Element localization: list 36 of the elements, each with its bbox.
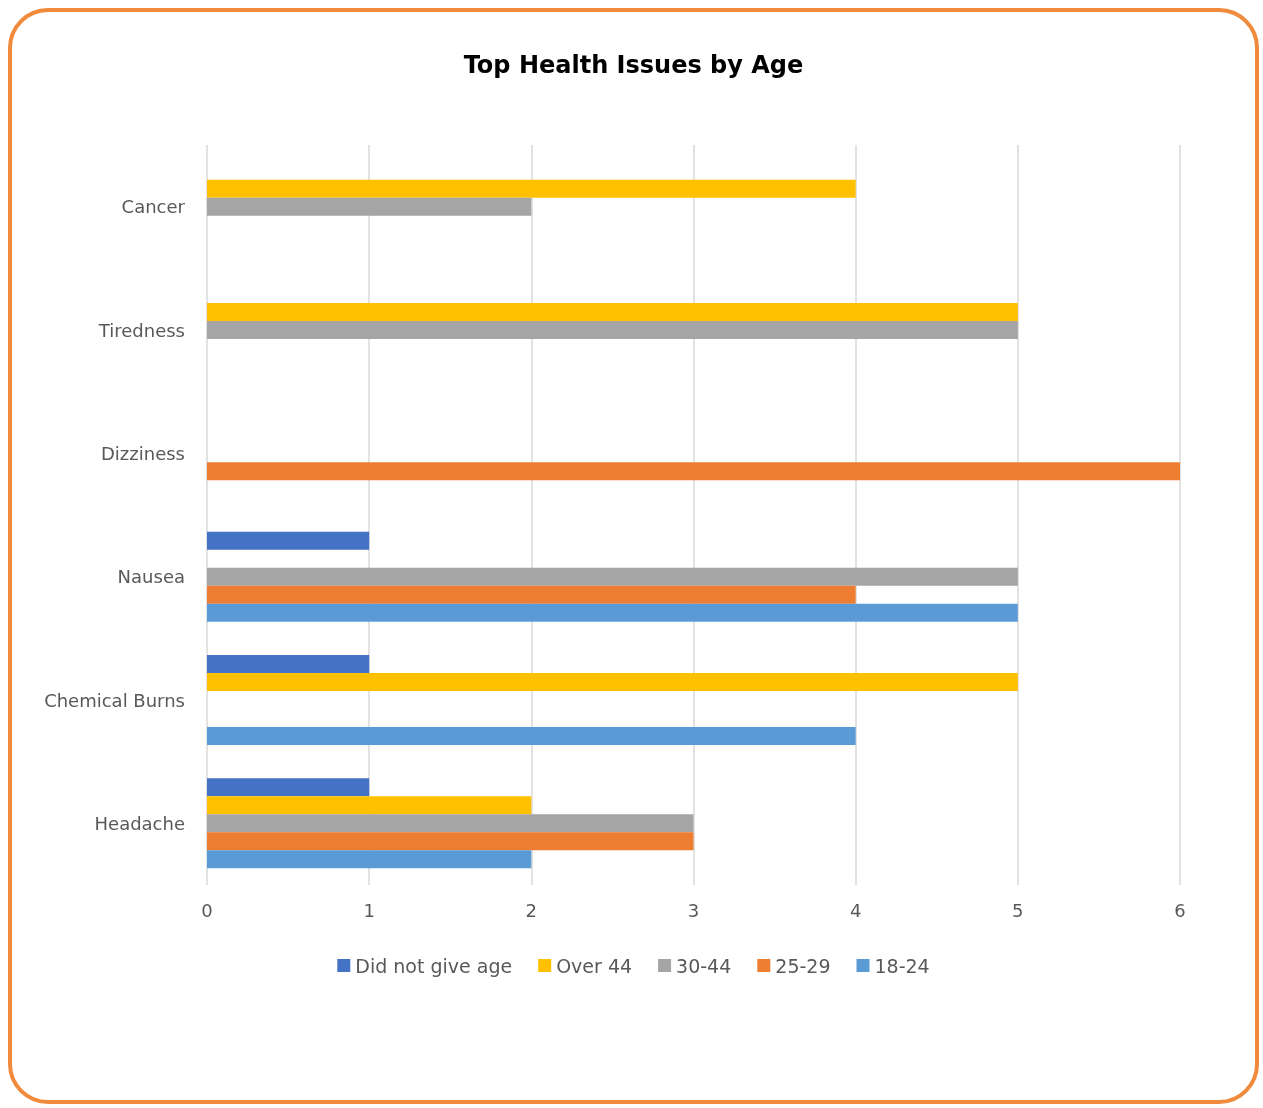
bar [207, 567, 1018, 586]
x-tick-label: 3 [687, 899, 700, 921]
bar [207, 796, 532, 815]
bar [207, 531, 370, 550]
bar [207, 814, 694, 833]
bar [207, 302, 1018, 321]
bar [207, 654, 370, 673]
legend-label: 30-44 [676, 954, 732, 977]
y-tick-label: Cancer [121, 196, 186, 218]
legend-label: Over 44 [556, 954, 633, 977]
bar [207, 850, 532, 869]
bar [207, 727, 856, 746]
bar [207, 321, 1018, 339]
x-tick-label: 0 [201, 899, 213, 921]
bar [207, 179, 856, 198]
legend-label: Did not give age [355, 954, 513, 977]
bar [207, 832, 694, 851]
y-tick-label: Headache [94, 812, 185, 834]
y-tick-label: Tiredness [97, 319, 185, 341]
bar [207, 462, 1180, 481]
legend-label: 25-29 [775, 954, 831, 977]
y-tick-label: Chemical Burns [44, 689, 185, 711]
bar [207, 672, 1018, 691]
x-tick-label: 2 [525, 899, 538, 921]
y-tick-label: Dizziness [101, 442, 185, 464]
bar [207, 197, 532, 216]
x-tick-label: 6 [1174, 899, 1186, 921]
x-tick-label: 4 [849, 899, 862, 921]
bar [207, 585, 856, 604]
y-tick-label: Nausea [117, 566, 185, 588]
bar [207, 603, 1018, 622]
x-tick-label: 1 [363, 899, 375, 921]
legend-label: 18-24 [874, 954, 930, 977]
chart-title: Top Health Issues by Age [463, 51, 804, 79]
x-tick-label: 5 [1012, 899, 1024, 921]
bar [207, 778, 370, 797]
